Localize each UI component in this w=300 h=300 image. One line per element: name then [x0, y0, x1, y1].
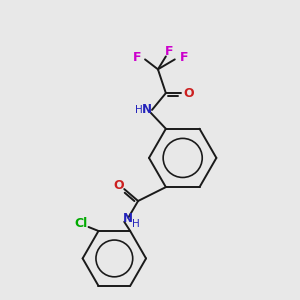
Text: H: H: [135, 105, 143, 115]
Text: H: H: [132, 219, 140, 229]
Text: F: F: [133, 51, 141, 64]
Text: Cl: Cl: [74, 217, 87, 230]
Text: O: O: [113, 178, 124, 192]
Text: N: N: [123, 212, 133, 225]
Text: O: O: [183, 87, 194, 100]
Text: F: F: [179, 51, 188, 64]
Text: F: F: [165, 45, 173, 58]
Text: N: N: [142, 103, 152, 116]
